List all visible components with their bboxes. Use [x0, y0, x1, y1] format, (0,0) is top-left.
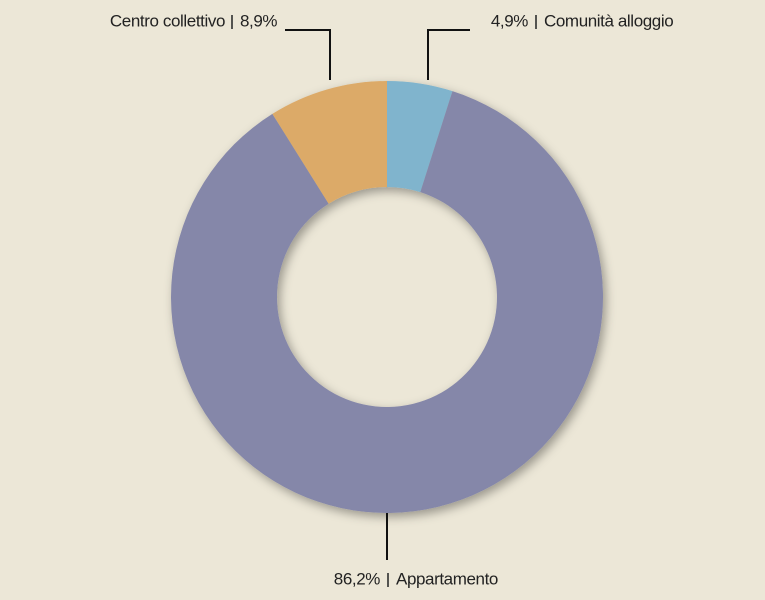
value-label: 8,9% [240, 11, 277, 30]
donut [170, 81, 603, 514]
value-label: 4,9% [491, 11, 528, 30]
donut-slice [387, 81, 453, 193]
donut-slice [272, 81, 387, 204]
category-label: Appartamento [396, 569, 498, 588]
leader-line [285, 29, 331, 80]
category-label: Centro collettivo [110, 11, 225, 30]
value-label: 86,2% [334, 569, 380, 588]
leader-line [427, 29, 470, 80]
category-label: Comunità alloggio [544, 11, 673, 30]
donut-slice [170, 91, 603, 514]
